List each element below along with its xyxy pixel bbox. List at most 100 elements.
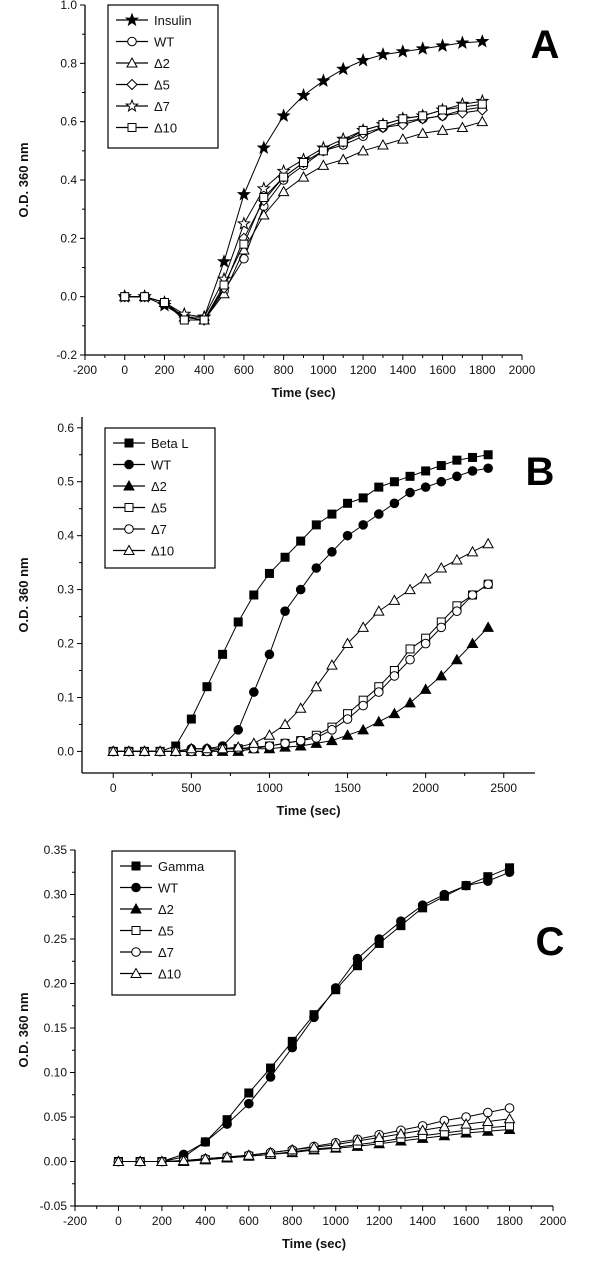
data-point [467,466,478,476]
data-point [244,1098,254,1109]
data-point [257,208,270,220]
data-point [438,105,448,115]
data-point [483,876,493,886]
data-point [456,121,469,132]
data-point [169,745,182,756]
data-point [216,254,232,268]
data-point [357,621,370,632]
data-point [373,1131,386,1142]
legend-label: Δ5 [158,924,174,939]
data-point [477,99,487,109]
data-point [460,1118,472,1129]
data-point [199,1152,212,1164]
legend-label: WT [154,35,174,50]
data-point [357,144,369,156]
legend-marker [126,78,138,91]
data-point [279,172,289,182]
data-point [452,455,462,465]
data-point [154,745,166,756]
legend-label: Δ7 [151,522,167,537]
data-point [351,1135,364,1146]
legend: Beta L WT Δ2 Δ5 Δ7 Δ10 [104,427,216,569]
legend-box [104,427,216,569]
legend-box [111,850,236,996]
data-point [357,723,370,735]
x-tick-label: 2000 [412,781,439,795]
legend-marker [131,926,141,935]
x-tick-label: 200 [152,1214,172,1228]
data-point [310,737,323,748]
data-point [134,1155,147,1166]
data-point [263,729,276,740]
y-axis-title: O.D. 360 nm [16,992,31,1067]
data-point [342,530,353,541]
y-tick-label: 0.35 [44,843,68,857]
data-point [435,562,448,573]
y-tick-label: 0.2 [60,231,77,245]
data-point [286,1143,299,1155]
data-point [395,44,410,58]
legend-marker [124,459,134,470]
legend-label: Δ7 [158,945,174,960]
x-tick-label: 1000 [256,781,283,795]
data-point [388,707,401,719]
x-tick-label: 2000 [509,363,536,377]
data-point [265,1072,276,1082]
legend-label: Insulin [154,13,192,28]
data-point [416,127,429,138]
y-axis-title: O.D. 360 nm [16,557,31,632]
data-point [372,715,385,727]
legend-label: Δ2 [158,902,174,917]
data-point [316,73,331,87]
data-point [222,1119,232,1129]
data-point [341,637,354,649]
data-point [503,1112,516,1124]
x-tick-label: 0 [115,1214,122,1228]
y-axis-title: O.D. 360 nm [16,142,31,217]
data-point [294,740,307,751]
data-point [311,520,321,530]
data-point [389,498,400,509]
data-point [295,584,306,595]
data-point [156,1155,168,1166]
legend-marker [123,479,135,491]
data-point [436,476,447,487]
legend-label: Δ5 [151,501,167,516]
x-axis-title: Time (sec) [276,803,340,818]
series-Δ5 [108,579,493,756]
data-point [295,735,306,746]
legend-marker [130,902,142,914]
x-tick-label: 400 [195,1214,215,1228]
data-point [123,745,135,756]
data-point [186,714,196,724]
data-point [395,1127,407,1139]
panel-label: A [531,23,560,67]
data-point [389,671,400,681]
data-point [299,158,308,167]
data-point [279,718,291,729]
series-line [113,627,489,752]
data-point [455,35,470,49]
data-point [264,1146,277,1158]
data-point [358,700,368,711]
data-point [259,193,269,202]
series-line [124,121,483,321]
data-point [326,734,338,746]
data-point [338,137,348,147]
data-point [373,509,384,519]
panel-B: 0 500 1000 1500 2000 2500 0.0 0.1 0.2 0.3 0.4 0.5 0.… [16,417,554,818]
x-tick-label: 2000 [540,1214,567,1228]
data-point [218,649,228,659]
data-point [396,133,409,144]
data-point [358,493,368,503]
data-point [504,1103,515,1113]
data-point [389,477,399,487]
data-point [504,867,515,878]
x-tick-label: 1400 [389,363,416,377]
data-point [311,733,322,743]
data-point [326,659,338,670]
y-tick-label: 0.4 [60,173,77,187]
x-tick-label: 400 [194,363,214,377]
data-point [398,114,408,124]
